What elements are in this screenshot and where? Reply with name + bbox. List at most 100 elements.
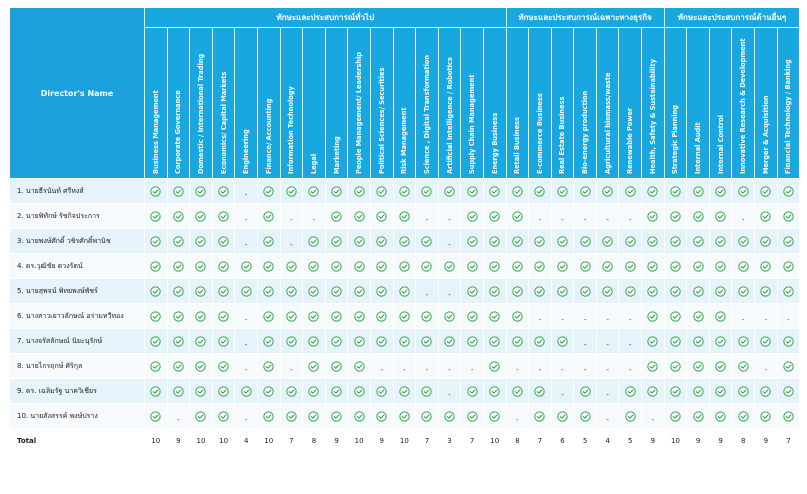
check-circle-icon [286, 285, 297, 297]
check-circle-icon [308, 260, 320, 272]
skill-checked-cell [324, 353, 349, 379]
check-circle-icon [150, 360, 161, 372]
skill-empty-cell: - [573, 328, 597, 354]
check-circle-icon [783, 360, 794, 372]
check-circle-icon [512, 335, 523, 347]
skill-empty-cell: - [595, 328, 620, 354]
total-value: 5 [573, 428, 597, 453]
skill-checked-cell [460, 378, 484, 404]
check-circle-icon [218, 285, 229, 297]
skill-checked-cell [144, 378, 168, 404]
dash-mark: - [448, 365, 451, 374]
skill-checked-cell [528, 403, 552, 429]
skill-checked-cell [595, 278, 620, 304]
column-header-label: Domestic / International Trading [196, 53, 205, 174]
check-circle-icon [692, 285, 704, 297]
check-circle-icon [218, 235, 229, 247]
check-circle-icon [308, 410, 320, 422]
check-circle-icon [783, 185, 794, 197]
column-header: Bio-energy production [573, 27, 597, 179]
skill-checked-cell [279, 378, 304, 404]
check-circle-icon [647, 285, 659, 297]
dash-mark: - [448, 290, 451, 299]
check-circle-icon [263, 235, 274, 247]
skill-empty-cell: - [595, 353, 620, 379]
check-circle-icon [579, 285, 591, 297]
skill-checked-cell [618, 378, 643, 404]
check-circle-icon [670, 335, 681, 347]
check-circle-icon [195, 210, 207, 222]
group-header: ทักษะและประสบการณ์ทั่วไป [144, 7, 507, 28]
check-circle-icon [760, 260, 772, 272]
column-header-label: Science , Digital Transformation [422, 54, 431, 174]
skill-checked-cell [392, 203, 417, 229]
column-header-label: Agricultural biomass/waste [603, 72, 612, 174]
check-circle-icon [557, 335, 568, 347]
skill-checked-cell [437, 253, 462, 279]
dash-mark: - [764, 365, 768, 374]
skill-empty-cell: - [550, 203, 575, 229]
check-circle-icon [376, 310, 387, 322]
check-circle-icon [738, 385, 749, 397]
check-circle-icon [715, 385, 726, 397]
total-value: 10 [211, 428, 236, 453]
check-circle-icon [783, 285, 794, 297]
check-circle-icon [602, 260, 613, 272]
skill-checked-cell [166, 178, 191, 204]
check-circle-icon [353, 285, 365, 297]
director-row: 9. ดร. เฉลิมรัฐ นาควิเชียร - - - [9, 378, 801, 404]
check-circle-icon [534, 385, 546, 397]
skill-checked-cell [279, 303, 304, 329]
skill-checked-cell [211, 178, 236, 204]
skill-checked-cell [166, 303, 191, 329]
dash-mark: - [290, 215, 293, 224]
skill-empty-cell: - [437, 228, 462, 254]
total-value: 7 [415, 428, 439, 453]
column-header: Business Management [144, 27, 168, 179]
check-circle-icon [466, 385, 478, 397]
column-header: Political Sciences/ Securities [369, 27, 394, 179]
check-circle-icon [331, 285, 342, 297]
skill-checked-cell [166, 353, 191, 379]
check-circle-icon [489, 185, 500, 197]
check-circle-icon [286, 310, 297, 322]
skill-checked-cell [166, 378, 191, 404]
skill-checked-cell [211, 353, 236, 379]
skill-empty-cell: - [302, 203, 326, 229]
total-value: 9 [324, 428, 349, 453]
skill-checked-cell [776, 378, 801, 404]
skill-checked-cell [686, 228, 710, 254]
skill-checked-cell [618, 278, 643, 304]
skill-checked-cell [234, 378, 258, 404]
dash-mark: - [470, 365, 474, 374]
skill-checked-cell [189, 328, 213, 354]
skill-checked-cell [663, 278, 688, 304]
column-header: Legal [302, 27, 326, 179]
skill-checked-cell [392, 253, 417, 279]
check-circle-icon [218, 385, 229, 397]
skill-checked-cell [392, 378, 417, 404]
check-circle-icon [353, 235, 365, 247]
skill-checked-cell [302, 178, 326, 204]
skill-empty-cell: - [595, 303, 620, 329]
column-header-label: Financial Technology / Banking [784, 59, 793, 174]
check-circle-icon [466, 235, 478, 247]
skill-checked-cell [482, 378, 507, 404]
skill-empty-cell: - [234, 303, 258, 329]
check-circle-icon [173, 310, 184, 322]
check-circle-icon [783, 235, 794, 247]
check-circle-icon [444, 185, 455, 197]
skill-checked-cell [369, 228, 394, 254]
skill-checked-cell [369, 178, 394, 204]
check-circle-icon [783, 210, 794, 222]
column-header: E-commerce Business [528, 27, 552, 179]
skill-empty-cell: - [505, 353, 530, 379]
check-circle-icon [715, 335, 726, 347]
director-name: 8. นายไกรฤกษ์ ศิริกุล [9, 353, 145, 379]
skill-empty-cell: - [550, 303, 575, 329]
check-circle-icon [218, 185, 229, 197]
check-circle-icon [444, 335, 455, 347]
skill-checked-cell [392, 278, 417, 304]
column-header-label: Finance/ Accounting [264, 98, 273, 174]
check-circle-icon [512, 235, 523, 247]
